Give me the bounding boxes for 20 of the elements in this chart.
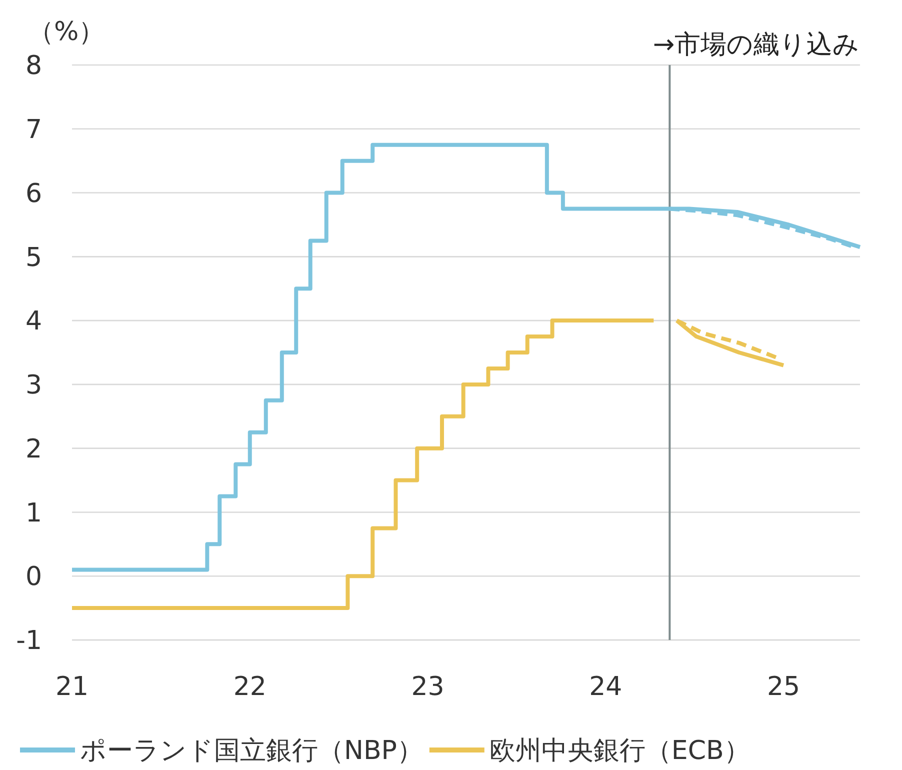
y-tick-label: 6: [25, 178, 42, 209]
y-tick-label: 7: [25, 114, 42, 145]
y-tick-label: 3: [25, 370, 42, 401]
y-tick-label: 0: [25, 562, 42, 592]
y-tick-label: 4: [25, 306, 42, 337]
legend-label: 欧州中央銀行（ECB）: [489, 736, 750, 766]
y-tick-label: 8: [25, 51, 42, 82]
x-tick-label: 21: [55, 672, 89, 702]
y-tick-label: 2: [25, 434, 42, 464]
ref-line-label: →市場の織り込み: [652, 30, 860, 60]
y-axis-title: （%）: [28, 17, 105, 47]
x-tick-label: 24: [589, 672, 622, 702]
legend-label: ポーランド国立銀行（NBP）: [80, 736, 423, 766]
x-tick-label: 23: [411, 672, 444, 702]
y-tick-label: 1: [25, 498, 42, 528]
y-tick-label: 5: [25, 242, 42, 273]
x-tick-label: 25: [766, 672, 800, 702]
y-tick-label: -1: [16, 626, 42, 656]
line-series: [70, 142, 862, 572]
x-tick-label: 22: [233, 672, 266, 702]
